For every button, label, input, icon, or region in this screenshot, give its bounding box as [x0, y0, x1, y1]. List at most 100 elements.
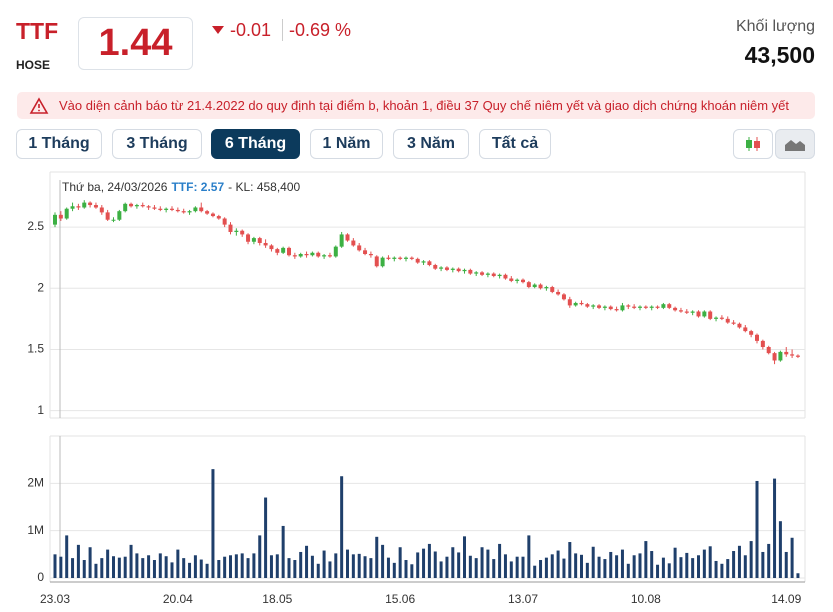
range-button[interactable]: 1 Năm — [310, 129, 383, 159]
volume-bar — [702, 549, 706, 578]
volume-bar — [650, 551, 654, 578]
candle-body — [175, 209, 180, 212]
candle-body — [719, 317, 724, 319]
warning-text: Vào diện cảnh báo từ 21.4.2022 do quy đị… — [59, 98, 789, 113]
candle-body — [392, 257, 397, 259]
candle-body — [784, 351, 789, 355]
volume-bar — [106, 549, 110, 578]
volume-bar — [229, 555, 232, 578]
warning-icon — [29, 96, 49, 114]
candle-body — [76, 206, 81, 208]
volume-bar — [708, 546, 712, 578]
volume-bar — [246, 558, 250, 578]
volume-bar — [252, 553, 256, 578]
volume-bar — [234, 554, 238, 578]
volume-bar — [439, 561, 443, 578]
candle-body — [210, 213, 215, 217]
x-tick-label: 15.06 — [385, 592, 415, 606]
range-button[interactable]: 1 Tháng — [16, 129, 102, 159]
y-tick-label: 1.5 — [27, 342, 44, 356]
candle-body — [240, 230, 245, 235]
candle-body — [53, 214, 57, 225]
volume-bar — [129, 544, 133, 578]
candle-icon — [746, 137, 760, 151]
candle-body — [567, 299, 572, 306]
area-icon — [785, 140, 805, 151]
exchange: HOSE — [16, 58, 51, 72]
volume-bar — [620, 549, 624, 578]
volume-bar — [94, 563, 98, 578]
volume-bar — [422, 548, 426, 578]
candle-body — [415, 258, 420, 263]
candle-body — [339, 234, 344, 247]
candle-body — [82, 202, 87, 208]
candle-body — [123, 203, 128, 212]
volume-bar — [82, 560, 86, 578]
candle-body — [573, 302, 578, 306]
candle-body — [760, 340, 765, 348]
volume-bar — [193, 555, 197, 578]
candle-body — [193, 207, 198, 212]
candle-body — [702, 311, 707, 317]
candle-body — [532, 284, 537, 288]
candle-body — [322, 255, 327, 257]
volume-bar — [351, 554, 355, 578]
candle-body — [427, 261, 432, 266]
volume-bar — [697, 555, 700, 578]
area-toggle[interactable] — [775, 129, 815, 159]
volume-bar — [375, 536, 379, 578]
candle-body — [357, 245, 362, 251]
candle-toggle[interactable] — [733, 129, 773, 159]
candle-body — [93, 205, 98, 208]
candle-body — [117, 211, 122, 220]
x-tick-label: 14.09 — [771, 592, 801, 606]
volume-bar — [743, 555, 747, 578]
candle-body — [134, 205, 139, 207]
candle-body — [269, 245, 274, 250]
candle-body — [655, 306, 660, 308]
separator — [282, 19, 283, 41]
candle-body — [778, 351, 783, 361]
candle-body — [474, 272, 479, 274]
volume-bar — [53, 554, 57, 578]
candle-body — [544, 287, 549, 289]
candle-body — [608, 306, 613, 310]
volume-bar — [533, 565, 537, 578]
candle-body — [503, 274, 508, 279]
candle-body — [386, 257, 391, 259]
volume-bar — [158, 553, 162, 578]
range-button[interactable]: Tất cả — [479, 129, 551, 159]
range-button[interactable]: 6 Tháng — [211, 129, 300, 159]
candle-body — [88, 202, 93, 206]
candle-body — [550, 287, 555, 292]
candle-body — [766, 347, 771, 354]
tooltip-part: - KL: 458,400 — [228, 180, 300, 194]
volume-bar — [123, 556, 127, 578]
volume-bar — [334, 553, 338, 578]
volume: 43,500 — [744, 42, 815, 68]
candle-body — [684, 311, 689, 313]
volume-bar — [550, 554, 554, 578]
volume-bar — [176, 549, 180, 578]
candle-body — [222, 218, 227, 225]
candle-body — [614, 309, 619, 311]
range-button[interactable]: 3 Năm — [393, 129, 469, 159]
range-button[interactable]: 3 Tháng — [112, 129, 202, 159]
volume-bar — [357, 553, 361, 578]
change: -0.01 — [230, 20, 272, 40]
candle-body — [404, 257, 408, 259]
volume-bar — [580, 554, 583, 578]
candle-body — [421, 261, 426, 263]
candle-body — [111, 219, 116, 221]
volume-bar — [474, 558, 478, 578]
candle-body — [538, 284, 543, 289]
candle-body — [772, 353, 777, 361]
candle-body — [105, 212, 110, 220]
volume-bar — [568, 542, 572, 578]
candle-body — [480, 272, 485, 275]
candle-body — [187, 211, 192, 213]
volume-bar — [147, 555, 151, 578]
candle-body — [246, 234, 251, 242]
volume-bar — [679, 557, 683, 578]
x-tick-label: 13.07 — [508, 592, 538, 606]
